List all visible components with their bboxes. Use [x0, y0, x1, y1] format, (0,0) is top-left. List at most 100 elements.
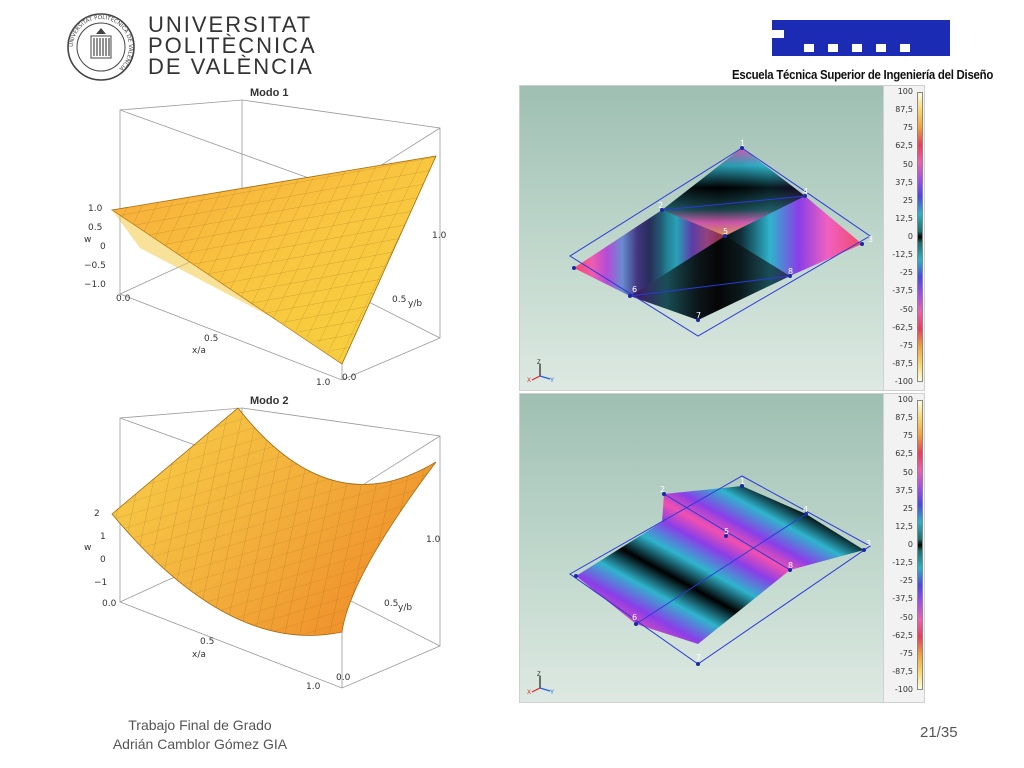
plot-1-y-tick: 1.0 — [432, 231, 447, 241]
footer-credits: Trabajo Final de Grado Adrián Camblor Gó… — [100, 716, 300, 754]
legend-tick-label: -62,5 — [892, 322, 913, 332]
legend-tick-label: -12,5 — [892, 558, 913, 568]
fem-panel-mode-1: 1 2 3 4 5 6 7 8 Z X Y 100 87,5 75 62,5 50 37,… — [519, 85, 925, 391]
plot-1-surface: 1.0 0.5 0 −0.5 −1.0 w 0.0 0.5 1.0 x/a 0.… — [84, 99, 447, 388]
fem-node-label: 5 — [724, 527, 729, 536]
fem-node-label: 6 — [632, 285, 637, 294]
legend-tick-label: 87,5 — [895, 413, 913, 423]
plot-2-x-tick: 0.0 — [102, 599, 117, 609]
svg-text:X: X — [527, 690, 531, 696]
plot-1-x-tick: 1.0 — [316, 378, 331, 388]
legend-color-bar — [917, 92, 923, 382]
plot-1-z-tick: −0.5 — [84, 261, 106, 271]
plot-1-z-tick: 1.0 — [88, 204, 103, 214]
legend-tick-label: -75 — [899, 648, 913, 658]
plot-1-z-label: w — [84, 235, 91, 245]
legend-tick-label: -25 — [899, 576, 913, 586]
plot-1-z-tick: −1.0 — [84, 280, 106, 290]
fem-node-label: 5 — [723, 227, 728, 236]
upv-seal-logo: UNIVERSITAT POLITÈCNICA DE VALÈNCIA — [67, 13, 135, 81]
fem-node-label: 3 — [868, 235, 873, 244]
legend-tick-label: 50 — [902, 159, 913, 169]
legend-tick-label: 37,5 — [895, 485, 913, 495]
plot-2-z-tick: 1 — [100, 532, 106, 542]
fem-view-mode-1: 1 2 3 4 5 6 7 8 Z X Y — [520, 86, 883, 390]
plot-2-y-tick: 0.0 — [336, 673, 351, 683]
color-legend-mode-1: 100 87,5 75 62,5 50 37,5 25 12,5 0 -12,5 -25 -37,5 -… — [883, 86, 924, 390]
plot-2-x-tick: 0.5 — [200, 637, 214, 647]
legend-tick-label: -37,5 — [892, 286, 913, 296]
plot-2-title: Modo 2 — [250, 395, 289, 407]
legend-tick-label: 0 — [907, 540, 913, 549]
plot-1-y-tick: 0.5 — [392, 295, 406, 305]
legend-tick-label: 87,5 — [895, 105, 913, 115]
legend-tick-label: 37,5 — [895, 177, 913, 187]
svg-text:Z: Z — [537, 360, 541, 366]
legend-tick-label: 75 — [902, 431, 913, 441]
plot-1-title: Modo 1 — [250, 87, 289, 99]
legend-tick-label: 100 — [897, 395, 913, 404]
university-line-1: UNIVERSITAT — [148, 12, 313, 37]
svg-text:Y: Y — [550, 378, 554, 384]
svg-text:Z: Z — [537, 672, 541, 678]
legend-tick-label: 50 — [902, 467, 913, 477]
fem-node-label: 2 — [660, 485, 665, 494]
university-line-3: DE VALÈNCIA — [148, 54, 314, 79]
legend-tick-label: -25 — [899, 268, 913, 278]
plot-2-y-tick: 0.5 — [384, 599, 398, 609]
plot-1-x-tick: 0.0 — [116, 294, 131, 304]
fem-node-label: 3 — [866, 539, 871, 548]
plot-2-z-tick: −1 — [94, 578, 107, 588]
fem-node-label: 2 — [658, 201, 663, 210]
plot-1-z-tick: 0 — [100, 242, 106, 252]
legend-tick-label: 0 — [907, 232, 913, 241]
legend-tick-label: 100 — [897, 87, 913, 96]
fem-node-label: 4 — [803, 187, 808, 196]
plot-1-z-tick: 0.5 — [88, 223, 102, 233]
legend-color-bar — [917, 400, 923, 690]
plot-2-x-label: x/a — [192, 650, 206, 660]
axis-triad-icon: Z X Y — [527, 360, 554, 384]
legend-tick-label: -75 — [899, 340, 913, 350]
plot-2-z-tick: 0 — [100, 555, 106, 565]
legend-tick-label: 75 — [902, 123, 913, 133]
school-name: Escuela Técnica Superior de Ingeniería d… — [732, 67, 994, 82]
fem-contour-mode-2: 1 2 3 4 5 6 7 8 — [569, 475, 871, 666]
etsid-logo — [772, 20, 950, 56]
plot-1-x-label: x/a — [192, 346, 206, 356]
fem-contour-mode-1: 1 2 3 4 5 6 7 8 — [569, 139, 873, 337]
plot-1-x-tick: 0.5 — [204, 334, 218, 344]
legend-tick-label: -87,5 — [892, 666, 913, 676]
legend-tick-label: -87,5 — [892, 358, 913, 368]
legend-tick-label: 12,5 — [895, 521, 913, 531]
color-legend-mode-2: 100 87,5 75 62,5 50 37,5 25 12,5 0 -12,5 -25 -37,5 -… — [883, 394, 924, 702]
legend-tick-label: -62,5 — [892, 630, 913, 640]
legend-tick-label: -12,5 — [892, 250, 913, 260]
footer-line-1: Trabajo Final de Grado — [128, 717, 272, 733]
legend-tick-label: -37,5 — [892, 594, 913, 604]
axis-triad-icon: Z X Y — [527, 672, 554, 696]
plot-2-surface: 2 1 0 −1 w 0.0 0.5 1.0 x/a 0.0 0.5 1.0 y… — [84, 407, 441, 692]
university-line-2: POLITÈCNICA — [148, 33, 317, 58]
plot-2-y-tick: 1.0 — [426, 535, 441, 545]
fem-node-label: 1 — [740, 477, 745, 486]
plot-2-z-label: w — [84, 543, 91, 553]
legend-tick-label: -50 — [899, 612, 913, 622]
legend-tick-label: 12,5 — [895, 213, 913, 223]
fem-node-label: 7 — [696, 653, 701, 662]
plot-1-y-tick: 0.0 — [342, 373, 357, 383]
svg-text:X: X — [527, 378, 531, 384]
page-number: 21/35 — [920, 724, 958, 741]
fem-node-label: 6 — [632, 613, 637, 622]
fem-node-label: 4 — [803, 505, 808, 514]
legend-tick-label: 62,5 — [895, 141, 913, 151]
legend-tick-label: 25 — [902, 195, 913, 205]
fem-node-label: 1 — [740, 139, 745, 148]
university-name: UNIVERSITAT POLITÈCNICA DE VALÈNCIA — [148, 12, 317, 79]
plot-2-z-tick: 2 — [94, 509, 100, 519]
plot-2-y-label: y/b — [398, 603, 412, 613]
fem-view-mode-2: 1 2 3 4 5 6 7 8 Z X Y — [520, 394, 883, 702]
fem-node-label: 8 — [788, 267, 793, 276]
plot-1-y-label: y/b — [408, 299, 422, 309]
footer-line-2: Adrián Camblor Gómez GIA — [112, 736, 288, 752]
